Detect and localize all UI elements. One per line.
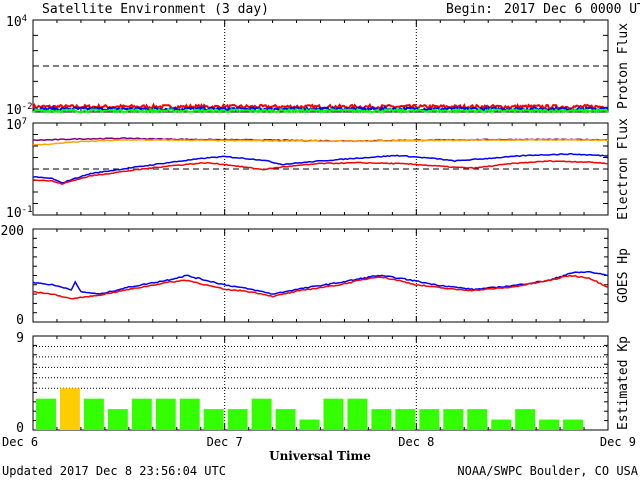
x-axis-tick-labels: Dec 6 Dec 7 Dec 8 Dec 9 [2, 435, 636, 449]
panel-frame [32, 228, 609, 323]
y-tick-label: 107 [6, 117, 27, 133]
kp-bar [251, 398, 272, 430]
kp-bar [371, 409, 392, 430]
kp-bar [467, 409, 488, 430]
panel-kp: 9 0 Estimated Kp [16, 331, 631, 436]
y-axis-label: Proton Flux [616, 23, 631, 109]
blue-series-line [32, 152, 609, 184]
panel-goes_hp: 200 0 GOES Hp [1, 224, 631, 328]
red-series-line [32, 159, 609, 186]
orange-series-line [32, 138, 609, 146]
panels-group: 104 10-2 Proton Flux 107 10-1 Electron Flux 20… [1, 14, 631, 436]
kp-bar [347, 398, 368, 430]
panel-proton: 104 10-2 Proton Flux [6, 14, 631, 118]
y-tick-label: 104 [6, 14, 27, 30]
red-series-line [32, 274, 609, 300]
x-tick-label: Dec 9 [600, 435, 636, 449]
begin-label: Begin: [446, 2, 493, 17]
green-series-line [32, 107, 609, 115]
kp-bar [59, 388, 80, 430]
kp-bar [491, 419, 512, 430]
blue-series-line [32, 270, 609, 295]
kp-bar [131, 398, 152, 430]
y-axis-label: Electron Flux [616, 118, 631, 220]
credit-text: NOAA/SWPC Boulder, CO USA [457, 464, 638, 478]
begin-value: 2017 Dec 6 0000 UTC [504, 2, 640, 17]
y-tick-label: 0 [16, 421, 24, 436]
kp-bar [36, 398, 56, 430]
kp-bar [275, 409, 296, 430]
kp-bar [563, 419, 584, 430]
kp-bar [299, 419, 320, 430]
kp-bar [107, 409, 128, 430]
kp-bar [395, 409, 416, 430]
kp-bar [443, 409, 464, 430]
panel-electron: 107 10-1 Electron Flux [6, 117, 631, 221]
y-tick-label: 10-1 [6, 205, 33, 221]
kp-bar [515, 409, 536, 430]
y-axis-label: GOES Hp [616, 248, 631, 303]
panel-frame [32, 122, 609, 216]
y-tick-label: 0 [16, 313, 24, 328]
updated-timestamp: Updated 2017 Dec 8 23:56:04 UTC [2, 464, 226, 478]
y-tick-label: 200 [1, 224, 24, 239]
kp-bar [179, 398, 200, 430]
y-axis-label: Estimated Kp [616, 336, 631, 430]
chart-title: Satellite Environment (3 day) [42, 2, 269, 17]
kp-bar [227, 409, 248, 430]
kp-bar [155, 398, 176, 430]
kp-bar [539, 419, 560, 430]
kp-bar [419, 409, 440, 430]
y-tick-label: 9 [16, 331, 24, 346]
kp-bar [203, 409, 224, 430]
x-tick-label: Dec 6 [2, 435, 38, 449]
kp-bar [323, 398, 344, 430]
x-tick-label: Dec 8 [398, 435, 434, 449]
panel-frame [32, 19, 609, 113]
y-tick-label: 10-2 [6, 102, 33, 118]
kp-bar [83, 398, 104, 430]
x-axis-label: Universal Time [269, 449, 371, 463]
x-tick-label: Dec 7 [207, 435, 243, 449]
